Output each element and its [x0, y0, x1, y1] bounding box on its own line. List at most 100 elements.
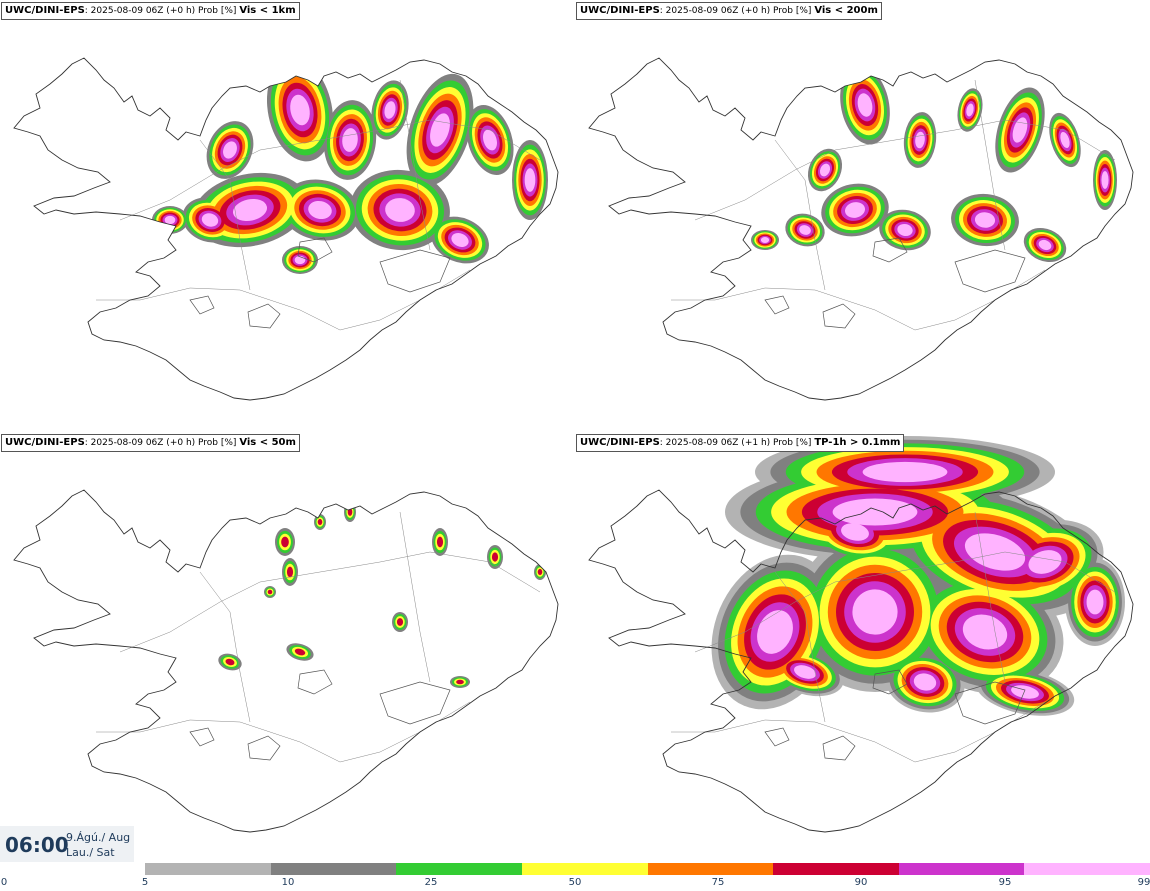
glacier-outline: [189, 295, 215, 315]
glacier-outline: [379, 681, 451, 725]
probability-contour: [451, 233, 469, 247]
boundary-line: [96, 269, 471, 331]
probability-contour: [267, 589, 273, 595]
valid-time-box: 06:00 9.Ágú./ Aug Lau./ Sat: [0, 826, 134, 862]
probability-contour: [385, 198, 415, 222]
glacier-outline: [297, 237, 333, 263]
probability-contour: [537, 568, 543, 576]
probability-contour: [832, 498, 918, 526]
probability-contour: [1086, 589, 1104, 615]
glacier-outline: [872, 237, 908, 263]
probability-contour: [799, 225, 811, 235]
probability-contour: [396, 618, 404, 626]
probability-contour: [342, 128, 358, 152]
probability-contour: [1028, 550, 1062, 574]
colorbar-tick-label: 99: [1137, 877, 1150, 888]
colorbar-tick-label: 50: [568, 877, 582, 888]
probability-contour: [1012, 117, 1028, 143]
probability-contour: [524, 168, 536, 192]
colorbar-segment: [1024, 863, 1150, 875]
colorbar-segment: [145, 863, 271, 875]
valid-weekday: Lau./ Sat: [66, 846, 115, 859]
coastline: [13, 489, 559, 833]
colorbar-ticks: 0 5 10 25 50 75 90 95 99: [0, 877, 1150, 891]
map-panel-vis-50m: UWC/DINI-EPS: 2025-08-09 06Z (+0 h) Prob…: [0, 432, 575, 862]
glacier-outline: [297, 669, 333, 695]
iceland-map: [588, 436, 1134, 833]
boundary-line: [694, 119, 1116, 221]
glacier-outline: [764, 727, 790, 747]
probability-contour: [436, 536, 444, 548]
probability-colorbar: [145, 863, 1150, 875]
glacier-outline: [764, 295, 790, 315]
probability-contour: [1060, 131, 1070, 149]
colorbar-tick-label: 0: [0, 877, 8, 888]
probability-contour: [974, 212, 996, 228]
probability-field: [711, 436, 1125, 716]
probability-contour: [456, 679, 464, 685]
probability-contour: [1011, 685, 1039, 699]
probability-contour: [491, 552, 499, 562]
probability-contour: [897, 223, 913, 237]
probability-field: [751, 65, 1117, 263]
colorbar-tick-label: 95: [998, 877, 1012, 888]
probability-contour: [819, 163, 831, 177]
probability-contour: [760, 237, 770, 243]
probability-contour: [290, 94, 310, 126]
boundary-line: [974, 79, 1006, 251]
probability-contour: [430, 113, 450, 147]
probability-contour: [223, 141, 237, 159]
probability-contour: [757, 610, 793, 654]
panel-title: UWC/DINI-EPS: 2025-08-09 06Z (+0 h) Prob…: [1, 2, 300, 20]
probability-contour: [281, 536, 289, 548]
panel-title: UWC/DINI-EPS: 2025-08-09 06Z (+0 h) Prob…: [1, 434, 300, 452]
probability-contour: [794, 665, 816, 679]
colorbar-tick-label: 5: [141, 877, 149, 888]
probability-contour: [966, 103, 974, 117]
probability-field: [152, 58, 548, 274]
boundary-line: [96, 701, 471, 763]
boundary-line: [399, 511, 431, 683]
probability-contour: [857, 93, 873, 117]
glacier-outline: [822, 303, 856, 329]
probability-contour: [232, 198, 268, 222]
colorbar-segment: [521, 863, 648, 875]
colorbar-segment: [396, 863, 522, 875]
panel-title: UWC/DINI-EPS: 2025-08-09 06Z (+1 h) Prob…: [576, 434, 905, 452]
boundary-line: [694, 551, 1116, 653]
probability-contour: [317, 518, 323, 526]
probability-contour: [308, 200, 332, 220]
boundary-line: [199, 571, 251, 723]
glacier-outline: [872, 669, 908, 695]
iceland-map: [13, 57, 559, 401]
iceland-map: [588, 57, 1134, 401]
glacier-outline: [954, 681, 1026, 725]
colorbar-tick-label: 10: [281, 877, 295, 888]
colorbar-tick-label: 75: [711, 877, 725, 888]
probability-contour: [384, 101, 396, 119]
boundary-line: [974, 511, 1006, 683]
valid-date: 9.Ágú./ Aug: [66, 831, 131, 844]
probability-contour: [913, 673, 937, 691]
colorbar-tick-label: 25: [424, 877, 438, 888]
probability-contour: [225, 658, 235, 666]
probability-contour: [862, 461, 948, 483]
coastline: [588, 57, 1134, 401]
glacier-outline: [822, 735, 856, 761]
valid-time: 06:00: [5, 833, 69, 857]
boundary-line: [119, 119, 541, 221]
glacier-outline: [247, 735, 281, 761]
glacier-outline: [379, 249, 451, 293]
probability-contour: [1101, 171, 1109, 189]
boundary-line: [774, 139, 826, 291]
coastline: [13, 57, 559, 401]
probability-contour: [201, 213, 219, 227]
boundary-line: [671, 269, 1046, 331]
colorbar-segment: [270, 863, 397, 875]
probability-contour: [286, 566, 294, 578]
boundary-line: [399, 79, 431, 251]
probability-field: [218, 502, 546, 688]
panel-title: UWC/DINI-EPS: 2025-08-09 06Z (+0 h) Prob…: [576, 2, 882, 20]
map-panel-precip-1h: UWC/DINI-EPS: 2025-08-09 06Z (+1 h) Prob…: [575, 432, 1150, 862]
probability-contour: [852, 589, 898, 635]
